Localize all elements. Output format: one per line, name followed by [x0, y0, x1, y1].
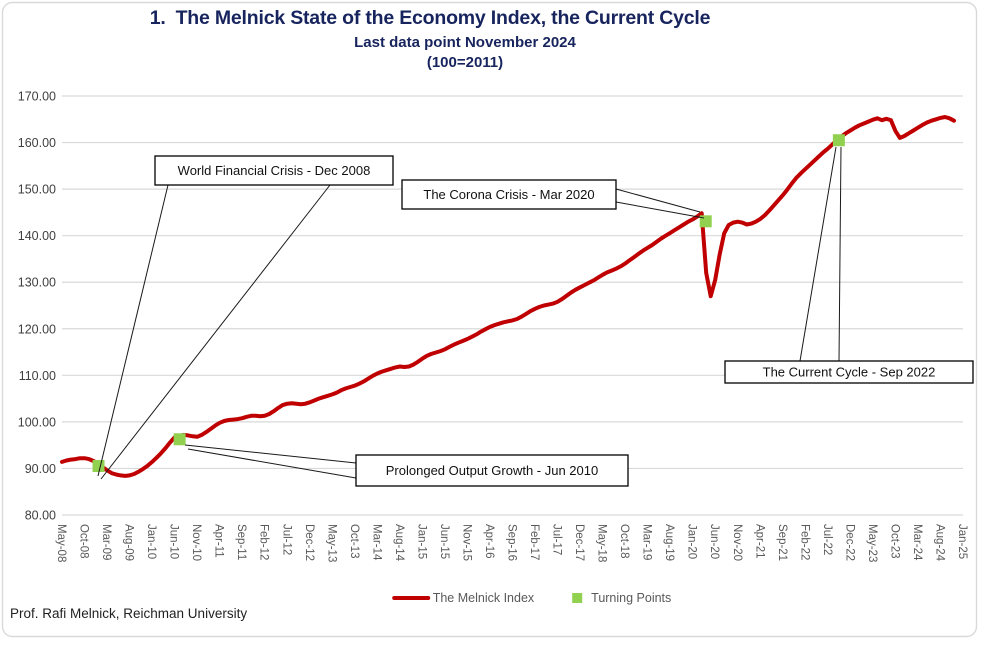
turning-point-marker [92, 459, 105, 472]
y-tick-label: 100.00 [18, 415, 56, 429]
x-tick-label: Aug-19 [663, 524, 675, 561]
annotation-leader-line [615, 188, 701, 213]
y-tick-label: 120.00 [18, 322, 56, 336]
chart-subtitle-base-year: (100=2011) [426, 54, 504, 71]
x-tick-label: Oct-18 [618, 524, 630, 559]
x-tick-label: Jul-12 [280, 524, 292, 555]
annotation-leader-line [799, 146, 837, 362]
x-tick-label: Oct-13 [348, 524, 360, 559]
author-credit: Prof. Rafi Melnick, Reichman University [10, 606, 248, 621]
x-tick-label: Jun-15 [438, 524, 450, 559]
y-tick-label: 80.00 [25, 509, 56, 523]
x-tick-label: Nov-10 [190, 524, 202, 561]
x-tick-label: Feb-17 [528, 524, 540, 560]
x-tick-label: Nov-20 [731, 524, 743, 561]
x-tick-label: Dec-12 [303, 524, 315, 561]
chart-legend: The Melnick Index Turning Points [391, 591, 671, 605]
annotation-leader-line [100, 184, 331, 480]
legend-item-turning-points: Turning Points [572, 591, 671, 605]
annotation-box [355, 454, 629, 487]
annotation-leader-line [615, 201, 705, 219]
x-tick-label: May-23 [866, 524, 878, 562]
x-tick-label: Sep-16 [506, 524, 518, 561]
x-tick-label: Feb-12 [258, 524, 270, 560]
chart-title-number: 1. [149, 7, 166, 29]
x-tick-label: Jul-22 [821, 524, 833, 555]
red-line-swatch-icon [391, 596, 430, 600]
x-tick-label: Jun-20 [708, 524, 720, 559]
x-tick-label: Aug-14 [393, 524, 405, 562]
y-tick-label: 150.00 [18, 183, 56, 197]
y-tick-label: 110.00 [19, 369, 56, 383]
x-tick-label: May-08 [55, 524, 67, 562]
x-tick-label: Dec-22 [843, 524, 855, 561]
x-tick-label: Oct-23 [888, 524, 900, 559]
annotation-box [401, 179, 617, 210]
x-tick-label: Jan-25 [956, 524, 968, 559]
chart-title: 1. The Melnick State of the Economy Index… [0, 7, 860, 30]
x-tick-label: Jan-20 [686, 524, 698, 559]
x-tick-label: Feb-22 [798, 524, 810, 560]
melnick-index-line [60, 115, 956, 478]
x-tick-label: Apr-21 [753, 524, 765, 559]
x-tick-label: Apr-11 [213, 524, 225, 558]
turning-point-marker [173, 433, 186, 446]
annotation-box [724, 360, 974, 384]
annotation-label: World Financial Crisis - Dec 2008 [178, 163, 371, 178]
annotation-leader-line [184, 444, 357, 464]
annotation-label: The Corona Crisis - Mar 2020 [423, 187, 594, 202]
x-tick-label: Mar-09 [100, 524, 112, 560]
annotation-leader-line [838, 146, 842, 362]
chart-border [1, 1, 978, 638]
x-tick-label: Jan-15 [415, 524, 427, 559]
annotation-leader-line [97, 184, 169, 477]
annotation-label: The Current Cycle - Sep 2022 [763, 365, 936, 380]
legend-item-melnick-index: The Melnick Index [391, 591, 535, 605]
x-tick-label: Mar-14 [370, 524, 382, 561]
x-tick-label: Mar-24 [911, 524, 923, 561]
x-tick-label: Sep-21 [776, 524, 788, 561]
x-tick-label: Jan-10 [145, 524, 157, 559]
legend-markers-label: Turning Points [591, 591, 672, 605]
annotation-leader-line [187, 448, 357, 479]
y-tick-label: 140.00 [18, 229, 56, 243]
legend-series-label: The Melnick Index [432, 591, 535, 605]
x-tick-label: Jun-10 [168, 524, 180, 559]
y-tick-label: 130.00 [18, 276, 56, 290]
x-tick-label: Apr-16 [483, 524, 495, 559]
x-tick-label: Dec-17 [573, 524, 585, 561]
x-tick-label: Aug-24 [933, 524, 945, 562]
annotation-box [154, 155, 394, 186]
x-tick-label: Aug-09 [123, 524, 135, 561]
y-tick-label: 160.00 [18, 136, 56, 150]
green-square-swatch-icon [572, 593, 583, 603]
x-tick-label: May-18 [596, 524, 608, 562]
x-tick-label: May-13 [325, 524, 337, 562]
annotation-label: Prolonged Output Growth - Jun 2010 [386, 463, 598, 478]
chart-subtitle: Last data point November 2024 [354, 34, 576, 51]
turning-point-marker [832, 134, 845, 147]
y-tick-label: 90.00 [25, 462, 56, 476]
x-tick-label: Oct-08 [78, 524, 90, 559]
chart-title-text: The Melnick State of the Economy Index, … [175, 7, 711, 29]
x-tick-label: Nov-15 [460, 524, 472, 561]
turning-point-marker [699, 215, 712, 228]
x-tick-label: Jul-17 [551, 524, 563, 555]
x-tick-label: Mar-19 [641, 524, 653, 560]
x-tick-label: Sep-11 [235, 524, 247, 560]
y-tick-label: 170.00 [18, 90, 56, 104]
